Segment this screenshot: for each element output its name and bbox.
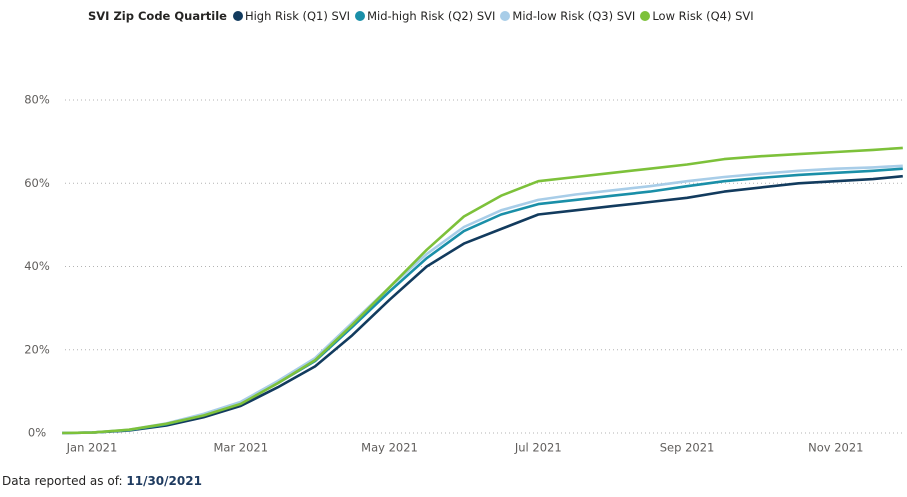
series-line [62, 146, 903, 435]
series-line [62, 174, 903, 435]
series-line [62, 164, 903, 435]
x-tick-label: Jul 2021 [514, 441, 562, 455]
footer: Data reported as of: 11/30/2021 [2, 474, 202, 488]
legend: SVI Zip Code Quartile High Risk (Q1) SVI… [88, 9, 759, 23]
legend-item: Mid-low Risk (Q3) SVI [500, 9, 635, 23]
y-tick-label: 40% [24, 259, 50, 273]
y-tick-label: 80% [24, 93, 50, 107]
legend-item: High Risk (Q1) SVI [232, 9, 351, 23]
x-tick-label: Jan 2021 [66, 441, 118, 455]
legend-label: Mid-high Risk (Q2) SVI [367, 9, 496, 23]
chart: 0% 20% 40% 60% 80% Jan 2021 Mar 2021 May 2021 Ju… [24, 93, 905, 455]
legend-item: Mid-high Risk (Q2) SVI [355, 9, 495, 23]
legend-marker [232, 11, 243, 21]
x-tick-label: Nov 2021 [808, 441, 863, 455]
footer-label: Data reported as of: [2, 474, 123, 488]
legend-marker [500, 11, 511, 21]
series-line [62, 167, 903, 435]
x-tick-label: Mar 2021 [213, 441, 268, 455]
footer-date: 11/30/2021 [126, 474, 202, 488]
legend-title: SVI Zip Code Quartile [88, 9, 227, 23]
x-tick-label: May 2021 [361, 441, 418, 455]
legend-label: High Risk (Q1) SVI [244, 9, 351, 23]
y-tick-label: 0% [28, 426, 46, 440]
legend-label: Low Risk (Q4) SVI [652, 9, 754, 23]
legend-marker [640, 11, 651, 21]
y-tick-label: 60% [24, 176, 50, 190]
legend-label: Mid-low Risk (Q3) SVI [512, 9, 636, 23]
legend-item: Low Risk (Q4) SVI [640, 9, 754, 23]
x-tick-label: Sep 2021 [660, 441, 715, 455]
legend-marker [355, 11, 366, 21]
y-tick-label: 20% [24, 342, 50, 356]
